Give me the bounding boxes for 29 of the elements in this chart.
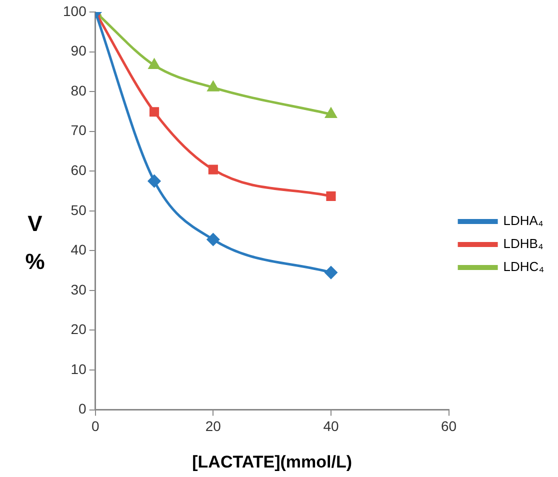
- legend-label: LDHB₄: [503, 236, 544, 252]
- x-tick-label: 20: [205, 418, 222, 434]
- point: [149, 107, 160, 117]
- point: [148, 174, 161, 188]
- y-tick-label: 40: [70, 242, 87, 258]
- legend-label: LDHA₄: [503, 213, 544, 228]
- x-tick-label: 0: [91, 418, 100, 434]
- y-tick-label: 90: [70, 42, 87, 59]
- x-axis-title: [LACTATE](mmol/L): [192, 452, 352, 472]
- y-tick-label: 80: [70, 82, 87, 98]
- x-tick-label: 60: [441, 418, 457, 434]
- point: [324, 266, 338, 279]
- y-tick-label: 60: [70, 162, 87, 178]
- y-tick-label: 70: [70, 122, 87, 138]
- y-tick-label: 50: [70, 202, 87, 218]
- y-tick-label: 30: [70, 281, 87, 298]
- point: [208, 164, 218, 174]
- y-tick-label: 0: [78, 400, 87, 417]
- legend-label: LDHC₄: [503, 259, 544, 274]
- point: [208, 81, 219, 92]
- x-tick-label: 40: [323, 418, 339, 434]
- y-tick-label: 20: [70, 321, 87, 338]
- point: [148, 59, 160, 70]
- point: [206, 233, 220, 246]
- y-tick-label: 100: [63, 2, 87, 19]
- point: [325, 108, 337, 118]
- y-tick-label: 10: [70, 360, 87, 377]
- point: [326, 191, 336, 201]
- y-axis-title: V %: [24, 210, 46, 276]
